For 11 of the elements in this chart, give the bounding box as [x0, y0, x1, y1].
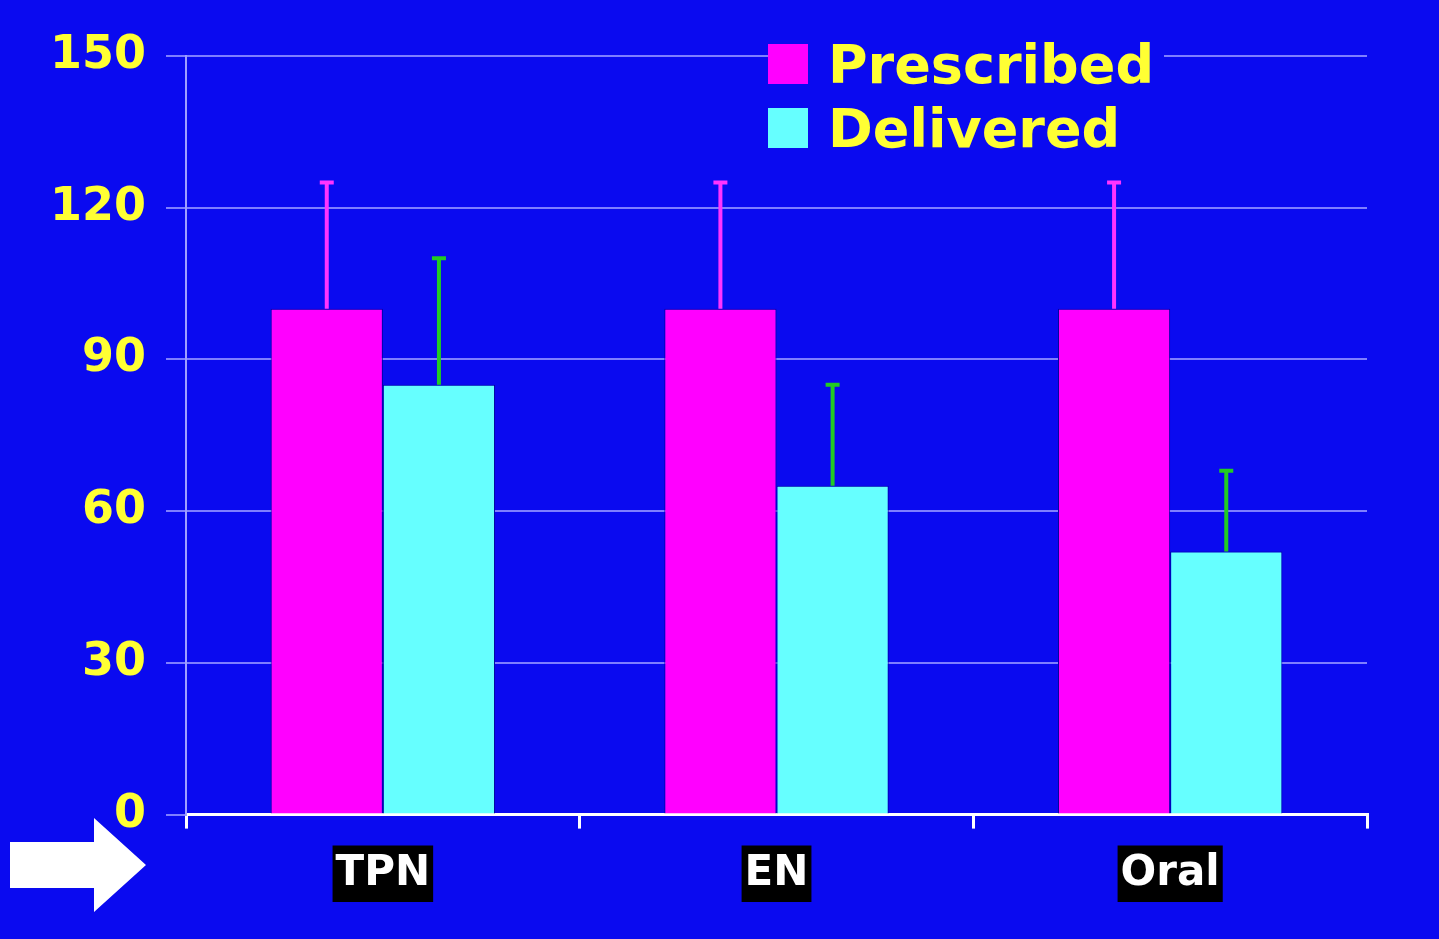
- y-tick-label: 120: [49, 176, 147, 231]
- x-tick-label: Oral: [1120, 845, 1220, 895]
- legend-label: Delivered: [828, 96, 1121, 160]
- legend-label: Prescribed: [828, 32, 1155, 96]
- x-tick-label: EN: [744, 845, 809, 895]
- y-tick-label: 90: [82, 328, 147, 383]
- y-tick-label: 60: [82, 480, 147, 535]
- x-tick-label: TPN: [335, 845, 431, 895]
- y-tick-label: 0: [114, 783, 147, 838]
- y-tick-label: 30: [82, 631, 147, 686]
- y-tick-label: 150: [49, 24, 147, 79]
